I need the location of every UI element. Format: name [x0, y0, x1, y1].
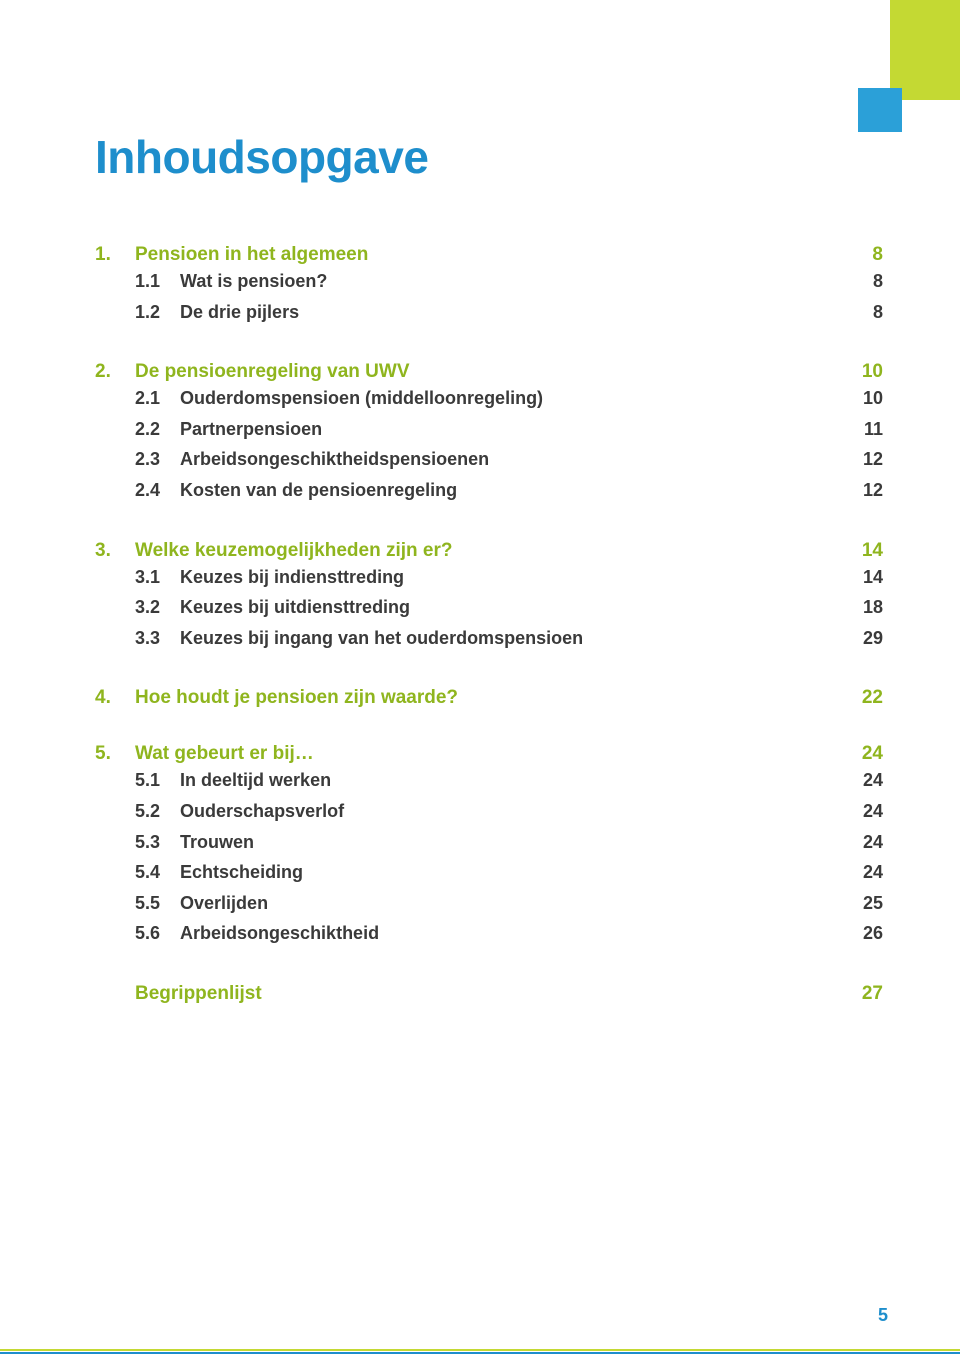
toc-sub-page: 29	[843, 623, 883, 654]
toc-sub-row: 5.1In deeltijd werken24	[95, 765, 883, 796]
corner-accent-green	[890, 0, 960, 100]
footer-page-number: 5	[878, 1305, 888, 1326]
toc-sub-number: 5.4	[95, 857, 160, 888]
toc-sub-title: Keuzes bij uitdiensttreding	[160, 592, 843, 623]
page-title: Inhoudsopgave	[95, 130, 883, 184]
toc-sub-number: 5.2	[95, 796, 160, 827]
toc-sub-title: De drie pijlers	[160, 297, 843, 328]
toc-sub-page: 11	[843, 414, 883, 445]
toc-sub-number: 2.1	[95, 383, 160, 414]
toc-sub-page: 24	[843, 765, 883, 796]
toc-sub-row: 1.1Wat is pensioen?8	[95, 266, 883, 297]
toc-sub-number: 1.1	[95, 266, 160, 297]
toc-section-title: Hoe houdt je pensioen zijn waarde?	[135, 687, 843, 709]
toc-sub-row: 5.2Ouderschapsverlof24	[95, 796, 883, 827]
toc-section-page: 27	[843, 983, 883, 1005]
toc-sub-number: 3.2	[95, 592, 160, 623]
toc-sub-title: Arbeidsongeschiktheidspensioenen	[160, 444, 843, 475]
toc-sub-title: Ouderdomspensioen (middelloonregeling)	[160, 383, 843, 414]
page-content: Inhoudsopgave 1.Pensioen in het algemeen…	[95, 130, 883, 1005]
toc-sub-row: 2.2Partnerpensioen11	[95, 414, 883, 445]
toc-sub-number: 5.3	[95, 827, 160, 858]
toc-sub-page: 12	[843, 475, 883, 506]
toc-section-row: 5.Wat gebeurt er bij…24	[95, 743, 883, 765]
toc-sub-row: 3.1Keuzes bij indiensttreding14	[95, 562, 883, 593]
toc-sub-page: 12	[843, 444, 883, 475]
toc-section-title: Wat gebeurt er bij…	[135, 743, 843, 765]
toc-sub-row: 2.1Ouderdomspensioen (middelloonregeling…	[95, 383, 883, 414]
toc-sub-row: 5.5Overlijden25	[95, 888, 883, 919]
toc-sub-page: 8	[843, 266, 883, 297]
toc-sub-page: 14	[843, 562, 883, 593]
toc-sub-title: Keuzes bij ingang van het ouderdomspensi…	[160, 623, 843, 654]
toc-sub-number: 2.2	[95, 414, 160, 445]
toc-sub-page: 10	[843, 383, 883, 414]
toc-section-number: 4.	[95, 687, 135, 709]
toc-sub-title: Trouwen	[160, 827, 843, 858]
toc-section-row: 3.Welke keuzemogelijkheden zijn er?14	[95, 540, 883, 562]
toc-section-page: 22	[843, 687, 883, 709]
toc-sub-title: Overlijden	[160, 888, 843, 919]
toc-section-title: De pensioenregeling van UWV	[135, 361, 843, 383]
toc-sub-title: In deeltijd werken	[160, 765, 843, 796]
toc-sub-page: 8	[843, 297, 883, 328]
toc-section-number: 5.	[95, 743, 135, 765]
toc-section-row: Begrippenlijst27	[95, 983, 883, 1005]
toc-sub-row: 2.3Arbeidsongeschiktheidspensioenen12	[95, 444, 883, 475]
toc-section-title: Begrippenlijst	[135, 983, 843, 1005]
toc-sub-page: 18	[843, 592, 883, 623]
toc-sub-row: 5.6Arbeidsongeschiktheid26	[95, 918, 883, 949]
toc-section-row: 2.De pensioenregeling van UWV10	[95, 361, 883, 383]
toc-sub-title: Partnerpensioen	[160, 414, 843, 445]
toc-sub-title: Wat is pensioen?	[160, 266, 843, 297]
toc-sub-number: 2.3	[95, 444, 160, 475]
toc-sub-page: 24	[843, 857, 883, 888]
toc-section-page: 8	[843, 244, 883, 266]
toc-sub-row: 5.3Trouwen24	[95, 827, 883, 858]
footer-bar	[0, 1348, 960, 1354]
table-of-contents: 1.Pensioen in het algemeen81.1Wat is pen…	[95, 244, 883, 1005]
toc-sub-number: 2.4	[95, 475, 160, 506]
toc-sub-number: 5.5	[95, 888, 160, 919]
toc-section-page: 10	[843, 361, 883, 383]
toc-sub-number: 3.1	[95, 562, 160, 593]
toc-sub-row: 2.4Kosten van de pensioenregeling12	[95, 475, 883, 506]
toc-sub-title: Kosten van de pensioenregeling	[160, 475, 843, 506]
toc-section-number: 1.	[95, 244, 135, 266]
toc-sub-title: Ouderschapsverlof	[160, 796, 843, 827]
toc-sub-row: 3.2Keuzes bij uitdiensttreding18	[95, 592, 883, 623]
toc-section-title: Welke keuzemogelijkheden zijn er?	[135, 540, 843, 562]
toc-section-row: 4.Hoe houdt je pensioen zijn waarde?22	[95, 687, 883, 709]
toc-sub-page: 26	[843, 918, 883, 949]
toc-section-page: 24	[843, 743, 883, 765]
toc-sub-title: Echtscheiding	[160, 857, 843, 888]
toc-sub-number: 3.3	[95, 623, 160, 654]
toc-section-number: 3.	[95, 540, 135, 562]
toc-sub-title: Keuzes bij indiensttreding	[160, 562, 843, 593]
toc-section-page: 14	[843, 540, 883, 562]
toc-section-row: 1.Pensioen in het algemeen8	[95, 244, 883, 266]
toc-sub-page: 24	[843, 796, 883, 827]
toc-sub-title: Arbeidsongeschiktheid	[160, 918, 843, 949]
toc-sub-number: 5.6	[95, 918, 160, 949]
toc-section-number: 2.	[95, 361, 135, 383]
corner-accent-blue	[858, 88, 902, 132]
toc-sub-number: 1.2	[95, 297, 160, 328]
toc-section-title: Pensioen in het algemeen	[135, 244, 843, 266]
toc-sub-page: 24	[843, 827, 883, 858]
toc-sub-row: 3.3Keuzes bij ingang van het ouderdomspe…	[95, 623, 883, 654]
toc-sub-number: 5.1	[95, 765, 160, 796]
toc-sub-row: 1.2De drie pijlers8	[95, 297, 883, 328]
toc-sub-row: 5.4Echtscheiding24	[95, 857, 883, 888]
toc-sub-page: 25	[843, 888, 883, 919]
